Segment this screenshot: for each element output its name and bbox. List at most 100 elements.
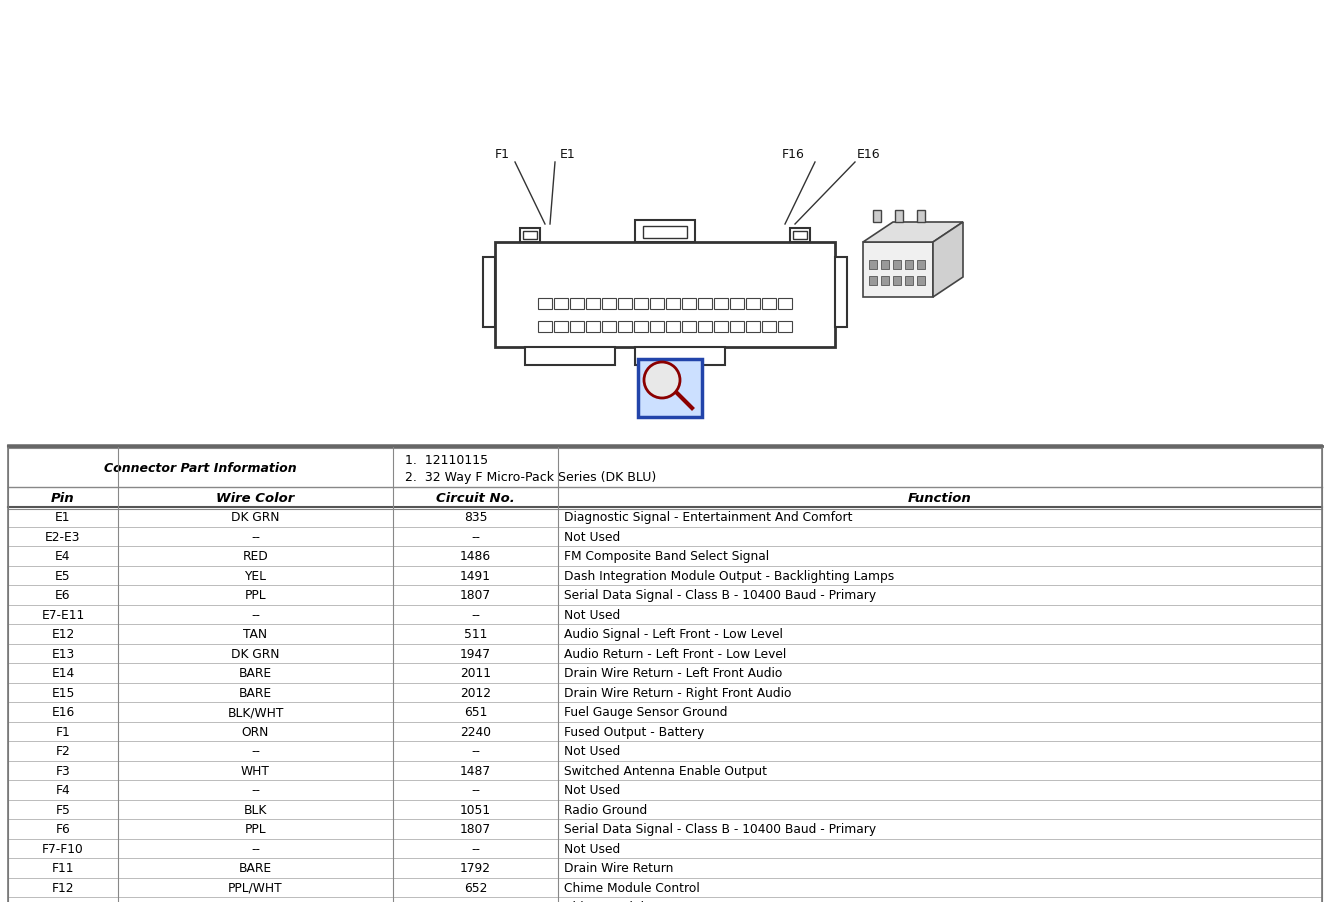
Polygon shape (934, 223, 963, 298)
Bar (642, 226, 688, 239)
Bar (730, 299, 743, 309)
Bar (762, 299, 775, 309)
Text: TAN: TAN (243, 628, 267, 640)
Bar (392, 741, 559, 760)
Bar (118, 644, 392, 663)
Bar (682, 322, 696, 333)
Bar (555, 299, 568, 309)
Text: Serial Data Signal - Class B - 10400 Baud - Primary: Serial Data Signal - Class B - 10400 Bau… (564, 823, 876, 835)
Text: F6: F6 (56, 823, 70, 835)
Bar (634, 322, 648, 333)
Text: Drain Wire Return - Left Front Audio: Drain Wire Return - Left Front Audio (564, 667, 782, 679)
Bar (762, 322, 775, 333)
Bar (793, 232, 807, 240)
Bar (666, 299, 680, 309)
Bar (118, 566, 392, 585)
Bar (634, 347, 725, 365)
Bar (118, 663, 392, 683)
Bar (392, 624, 559, 644)
Text: BLK/WHT: BLK/WHT (227, 705, 283, 719)
Text: F5: F5 (56, 803, 70, 815)
Bar (8, 878, 118, 897)
Bar (559, 741, 1322, 760)
Text: DK GRN: DK GRN (231, 511, 279, 524)
Bar (618, 322, 632, 333)
Bar (8, 819, 118, 839)
Bar (118, 799, 392, 819)
Bar (559, 878, 1322, 897)
Bar (8, 722, 118, 741)
Text: F1: F1 (56, 725, 70, 738)
Bar (571, 322, 584, 333)
Bar (118, 605, 392, 624)
Text: E4: E4 (56, 549, 70, 563)
Bar (559, 819, 1322, 839)
Bar (559, 760, 1322, 780)
Text: --: -- (471, 783, 480, 796)
Text: F3: F3 (56, 764, 70, 777)
Text: Not Used: Not Used (564, 608, 620, 621)
Text: 2.  32 Way F Micro-Pack Series (DK BLU): 2. 32 Way F Micro-Pack Series (DK BLU) (406, 471, 656, 484)
Text: Drain Wire Return: Drain Wire Return (564, 861, 673, 874)
Bar (392, 447, 1322, 487)
Text: 652: 652 (464, 880, 487, 894)
Bar (392, 878, 559, 897)
Bar (746, 322, 759, 333)
Bar (559, 624, 1322, 644)
Bar (666, 322, 680, 333)
Bar (682, 299, 696, 309)
Text: Serial Data Signal - Class B - 10400 Baud - Primary: Serial Data Signal - Class B - 10400 Bau… (564, 589, 876, 602)
Text: F7-F10: F7-F10 (43, 842, 84, 855)
Text: 2012: 2012 (460, 686, 491, 699)
Bar (892, 277, 900, 286)
Bar (587, 322, 600, 333)
Bar (892, 261, 900, 270)
Text: PPL/WHT: PPL/WHT (229, 880, 283, 894)
Bar (118, 741, 392, 760)
Bar (8, 663, 118, 683)
Text: Circuit No.: Circuit No. (436, 491, 515, 504)
Bar (559, 897, 1322, 902)
Bar (392, 566, 559, 585)
Bar (868, 277, 876, 286)
Bar (559, 722, 1322, 741)
Bar (904, 261, 912, 270)
Bar (392, 585, 559, 605)
Bar (118, 760, 392, 780)
Bar (525, 347, 614, 365)
Bar (868, 261, 876, 270)
Bar (730, 322, 743, 333)
Text: 2240: 2240 (460, 725, 491, 738)
Bar (392, 527, 559, 547)
Bar (392, 780, 559, 799)
Bar (118, 703, 392, 722)
Text: ORN: ORN (242, 725, 269, 738)
Bar (8, 799, 118, 819)
Text: 1486: 1486 (460, 549, 491, 563)
Text: RED: RED (242, 549, 269, 563)
Bar (0, 0, 1330, 446)
Text: --: -- (471, 608, 480, 621)
Bar (778, 322, 791, 333)
Bar (118, 819, 392, 839)
Text: Wire Color: Wire Color (217, 491, 295, 504)
Bar (790, 229, 810, 243)
Text: E13: E13 (52, 647, 74, 660)
Bar (559, 683, 1322, 703)
Bar (8, 683, 118, 703)
Text: 1807: 1807 (460, 589, 491, 602)
Bar (520, 229, 540, 243)
Bar (559, 605, 1322, 624)
Bar (602, 322, 616, 333)
Bar (559, 703, 1322, 722)
Text: 1.  12110115: 1. 12110115 (406, 453, 488, 466)
Text: BARE: BARE (239, 667, 273, 679)
Bar (118, 683, 392, 703)
Text: F4: F4 (56, 783, 70, 796)
Bar (778, 299, 791, 309)
Bar (392, 722, 559, 741)
Bar (8, 741, 118, 760)
Text: F2: F2 (56, 744, 70, 758)
Bar (587, 299, 600, 309)
Bar (559, 644, 1322, 663)
